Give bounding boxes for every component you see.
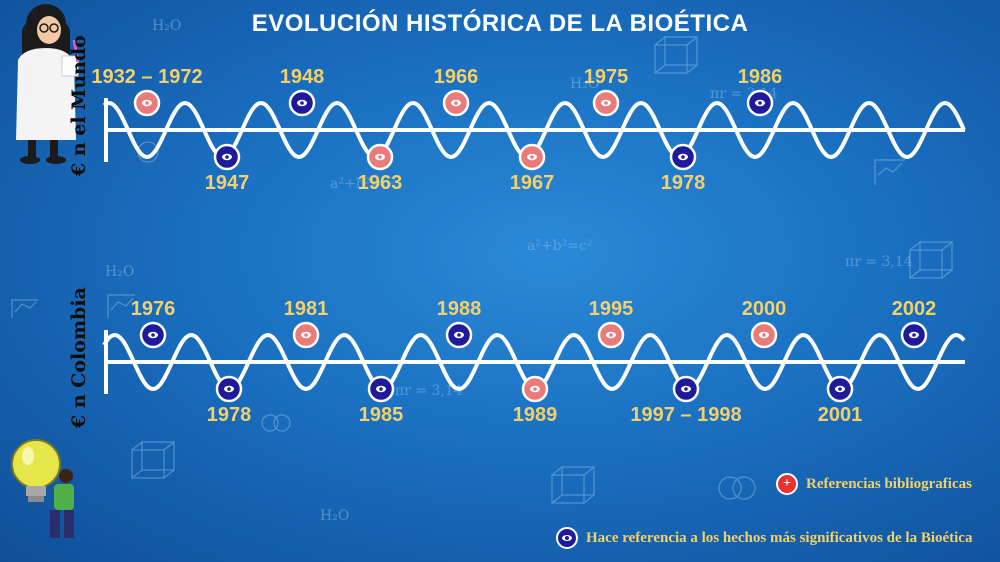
event-year-label: 1981 (284, 298, 329, 320)
timeline-event-colombia-9[interactable]: 2001 (818, 375, 863, 426)
event-year-label: 1985 (359, 404, 404, 426)
timeline-event-world-8[interactable]: 1986 (738, 66, 783, 117)
eye-pupil (609, 333, 613, 337)
eye-pupil (838, 387, 842, 391)
doodle-cube (551, 466, 595, 504)
scientist-illustration (16, 4, 80, 164)
timeline-event-world-2[interactable]: 1948 (280, 66, 325, 117)
event-year-label: 1947 (205, 172, 250, 194)
eye-pupil (300, 101, 304, 105)
event-year-label: 1995 (589, 298, 634, 320)
event-year-label: 1932 – 1972 (91, 66, 202, 88)
doodle-pi: πr = 3,14 (395, 383, 463, 399)
event-year-label: 1988 (437, 298, 482, 320)
eye-pupil (304, 333, 308, 337)
timeline-event-colombia-0[interactable]: 1976 (131, 298, 176, 349)
timeline-event-colombia-3[interactable]: 1985 (359, 375, 404, 426)
timeline-event-colombia-5[interactable]: 1989 (513, 375, 558, 426)
doodle-graph (11, 159, 905, 318)
eye-pupil (758, 101, 762, 105)
doodle-pi: πr = 3,14 (845, 254, 913, 270)
timeline-event-world-1[interactable]: 1947 (205, 143, 250, 194)
page-title: EVOLUCIÓN HISTÓRICA DE LA BIOÉTICA (251, 10, 749, 37)
legend-significant-label: Hace referencia a los hechos más signifi… (586, 529, 973, 546)
doodle-h2o: H₂O (570, 76, 599, 92)
eye-pupil (151, 333, 155, 337)
doodle-formula: a²+b²=c² (330, 176, 395, 192)
timeline-event-colombia-7[interactable]: 1997 – 1998 (630, 375, 742, 426)
timeline-event-colombia-2[interactable]: 1981 (284, 298, 329, 349)
eye-pupil (530, 155, 534, 159)
event-year-label: 2002 (892, 298, 937, 320)
eye-pupil (225, 155, 229, 159)
timeline-event-world-3[interactable]: 1963 (358, 143, 403, 194)
doodle-h2o: H₂O (105, 264, 134, 280)
event-year-label: 1986 (738, 66, 783, 88)
doodle-h2o: H₂O (320, 508, 349, 524)
eye-pupil (454, 101, 458, 105)
doodle-h2o: H₂O (152, 18, 181, 34)
doodle-formula: a²+b²=c² (527, 238, 592, 254)
eye-pupil (762, 333, 766, 337)
event-year-label: 1967 (510, 172, 555, 194)
timeline-event-colombia-1[interactable]: 1978 (207, 375, 252, 426)
doodle-cube (909, 241, 953, 279)
timeline-event-colombia-4[interactable]: 1988 (437, 298, 482, 349)
eye-pupil (227, 387, 231, 391)
legend-references-label: Referencias bibliograficas (806, 475, 972, 492)
timeline-event-colombia-6[interactable]: 1995 (589, 298, 634, 349)
plus-icon: + (776, 473, 798, 495)
doodle-rings (137, 141, 756, 500)
timeline-event-world-6[interactable]: 1975 (584, 66, 629, 117)
eye-pupil (379, 387, 383, 391)
doodle-cube (654, 36, 698, 74)
lightbulb-illustration (11, 439, 74, 538)
timeline-event-world-4[interactable]: 1966 (434, 66, 479, 117)
event-year-label: 1976 (131, 298, 176, 320)
event-year-label: 1997 – 1998 (630, 404, 741, 426)
event-year-label: 2000 (742, 298, 787, 320)
eye-pupil (912, 333, 916, 337)
doodle-cube (131, 441, 175, 479)
section-label-colombia: € n Colombia (68, 287, 90, 428)
eye-pupil (145, 101, 149, 105)
timeline-event-world-5[interactable]: 1967 (510, 143, 555, 194)
eye-pupil (457, 333, 461, 337)
event-year-label: 1963 (358, 172, 403, 194)
event-year-label: 1978 (661, 172, 706, 194)
event-year-label: 1975 (584, 66, 629, 88)
timeline-event-colombia-8[interactable]: 2000 (742, 298, 787, 349)
event-year-label: 2001 (818, 404, 863, 426)
event-year-label: 1948 (280, 66, 325, 88)
legend-significant[interactable]: Hace referencia a los hechos más signifi… (556, 527, 972, 549)
event-year-label: 1989 (513, 404, 558, 426)
eye-icon (556, 527, 578, 549)
section-label-world: € n el Mundo (68, 35, 90, 176)
eye-pupil (533, 387, 537, 391)
timeline-event-world-7[interactable]: 1978 (661, 143, 706, 194)
event-year-label: 1978 (207, 404, 252, 426)
timeline-event-world-0[interactable]: 1932 – 1972 (91, 66, 203, 117)
eye-pupil (378, 155, 382, 159)
event-year-label: 1966 (434, 66, 479, 88)
legend-references[interactable]: + Referencias bibliograficas (776, 473, 972, 495)
eye-pupil (684, 387, 688, 391)
timeline-event-colombia-10[interactable]: 2002 (892, 298, 937, 349)
eye-pupil (681, 155, 685, 159)
eye-pupil (604, 101, 608, 105)
